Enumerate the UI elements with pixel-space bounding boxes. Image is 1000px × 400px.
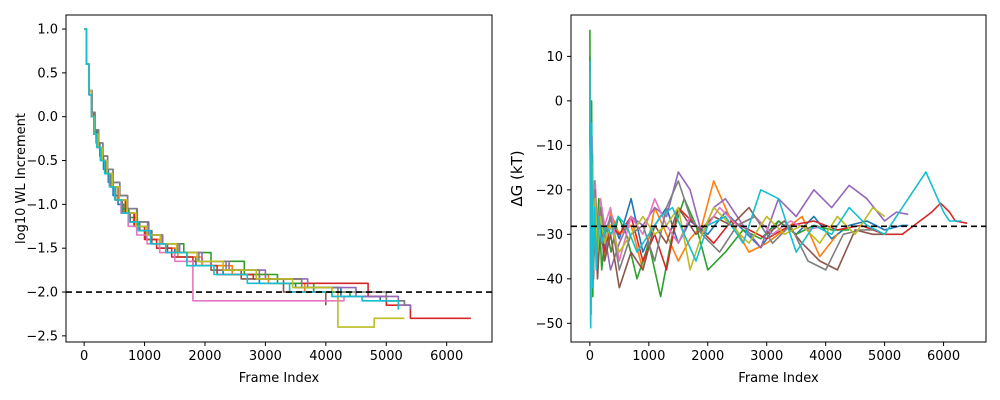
wl-y-tick-label: 0.5 <box>37 66 58 81</box>
wl-series-line-1 <box>84 28 412 310</box>
delta-g-x-tick-label: 5000 <box>868 349 901 364</box>
wl-x-tick-label: 5000 <box>370 349 403 364</box>
delta-g-x-tick-label: 2000 <box>691 349 724 364</box>
delta-g-y-tick-label: −20 <box>536 183 563 198</box>
wl-y-tick-label: −1.5 <box>26 242 58 257</box>
wl-increment-panel: 0 1000 2000 3000 4000 5000 6000 −2.5 −2.0 −1.5 −1.… <box>14 14 493 386</box>
wl-increment-series-group <box>84 28 471 328</box>
wl-y-tick-label: 1.0 <box>37 23 58 38</box>
wl-x-axis-label: Frame Index <box>239 371 320 386</box>
delta-g-series-line-2 <box>589 78 839 302</box>
delta-g-y-axis-label: ΔG (kT) <box>508 150 526 206</box>
wl-x-tick-label: 3000 <box>249 349 282 364</box>
wl-plot-frame <box>65 14 493 343</box>
delta-g-x-tick-label: 1000 <box>632 349 665 364</box>
wl-series-line-5 <box>84 28 412 310</box>
delta-g-y-tick-label: −10 <box>536 139 563 154</box>
delta-g-x-tick-label: 0 <box>586 349 594 364</box>
wl-tick-group: 0 1000 2000 3000 4000 5000 6000 −2.5 −2.0 −1.5 −1.… <box>26 23 463 364</box>
wl-series-line-3 <box>84 28 351 297</box>
delta-g-series-line-10 <box>589 60 962 329</box>
wl-y-tick-label: −2.5 <box>26 329 58 344</box>
wl-x-tick-label: 4000 <box>309 349 342 364</box>
delta-g-tick-group: 0 1000 2000 3000 4000 5000 6000 −50 −40 −30 −20 −10… <box>536 50 961 364</box>
wl-y-tick-label: −0.5 <box>26 154 58 169</box>
delta-g-y-tick-label: −30 <box>536 228 563 243</box>
delta-g-series-line-5 <box>589 83 909 289</box>
wl-series-line-8 <box>84 28 406 306</box>
delta-g-x-axis-label: Frame Index <box>738 371 819 386</box>
wl-y-axis-label: log10 WL Increment <box>14 113 29 244</box>
delta-g-series-group <box>589 29 968 329</box>
wl-series-line-10 <box>84 28 400 310</box>
delta-g-x-tick-label: 3000 <box>750 349 783 364</box>
delta-g-x-tick-label: 4000 <box>809 349 842 364</box>
delta-g-x-tick-label: 6000 <box>927 349 960 364</box>
delta-g-series-line-9 <box>589 69 886 311</box>
wl-y-tick-label: 0.0 <box>37 110 58 125</box>
delta-g-y-tick-label: −40 <box>536 272 563 287</box>
delta-g-panel: 0 1000 2000 3000 4000 5000 6000 −50 −40 −30 −20 −10… <box>508 14 987 386</box>
delta-g-series-line-3 <box>589 29 850 325</box>
wl-series-line-7 <box>84 28 345 302</box>
wl-x-tick-label: 1000 <box>128 349 161 364</box>
delta-g-plot-frame <box>570 14 987 343</box>
delta-g-y-tick-label: −50 <box>536 317 563 332</box>
delta-g-y-tick-label: 0 <box>555 94 563 109</box>
wl-y-tick-label: −2.0 <box>26 286 58 301</box>
wl-x-tick-label: 6000 <box>430 349 463 364</box>
wl-series-line-9 <box>84 28 405 328</box>
delta-g-y-tick-label: 10 <box>546 50 563 65</box>
wl-x-tick-label: 0 <box>80 349 88 364</box>
wl-x-tick-label: 2000 <box>188 349 221 364</box>
wl-y-tick-label: −1.0 <box>26 198 58 213</box>
delta-g-series-line-4 <box>589 65 968 307</box>
wl-series-line-6 <box>84 28 327 306</box>
